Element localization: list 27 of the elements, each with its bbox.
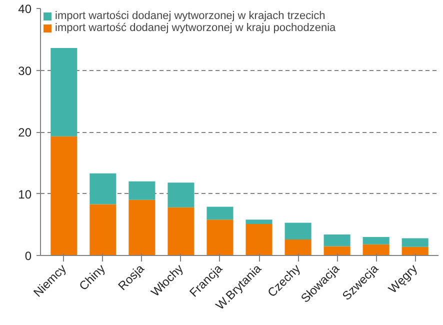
bar	[50, 48, 78, 136]
bar	[90, 204, 116, 256]
legend-label: import wartość dodanej wytworzonej w kraju pochodzenia	[55, 22, 336, 34]
bar	[324, 246, 350, 256]
bar	[128, 181, 156, 200]
bar	[284, 222, 312, 240]
bar	[128, 200, 156, 256]
bar	[362, 244, 390, 256]
bar	[50, 136, 78, 256]
y-tick-label: 20	[18, 126, 32, 140]
bar	[246, 220, 272, 224]
y-tick-label: 40	[18, 2, 32, 16]
bar	[168, 207, 194, 256]
bar	[402, 246, 428, 256]
y-tick-label: 10	[18, 187, 32, 202]
y-tick-label: 30	[18, 64, 32, 78]
bar	[246, 224, 272, 256]
legend-label: import wartości dodanej wytworzonej w krajach trzecich	[55, 10, 326, 22]
bar	[284, 239, 312, 256]
bar	[362, 236, 390, 244]
bar	[324, 234, 350, 246]
y-tick-label: 0	[24, 249, 32, 263]
bar	[206, 206, 234, 220]
bar	[402, 238, 428, 247]
bar	[90, 173, 116, 204]
bar	[168, 182, 194, 208]
bar	[206, 220, 234, 256]
